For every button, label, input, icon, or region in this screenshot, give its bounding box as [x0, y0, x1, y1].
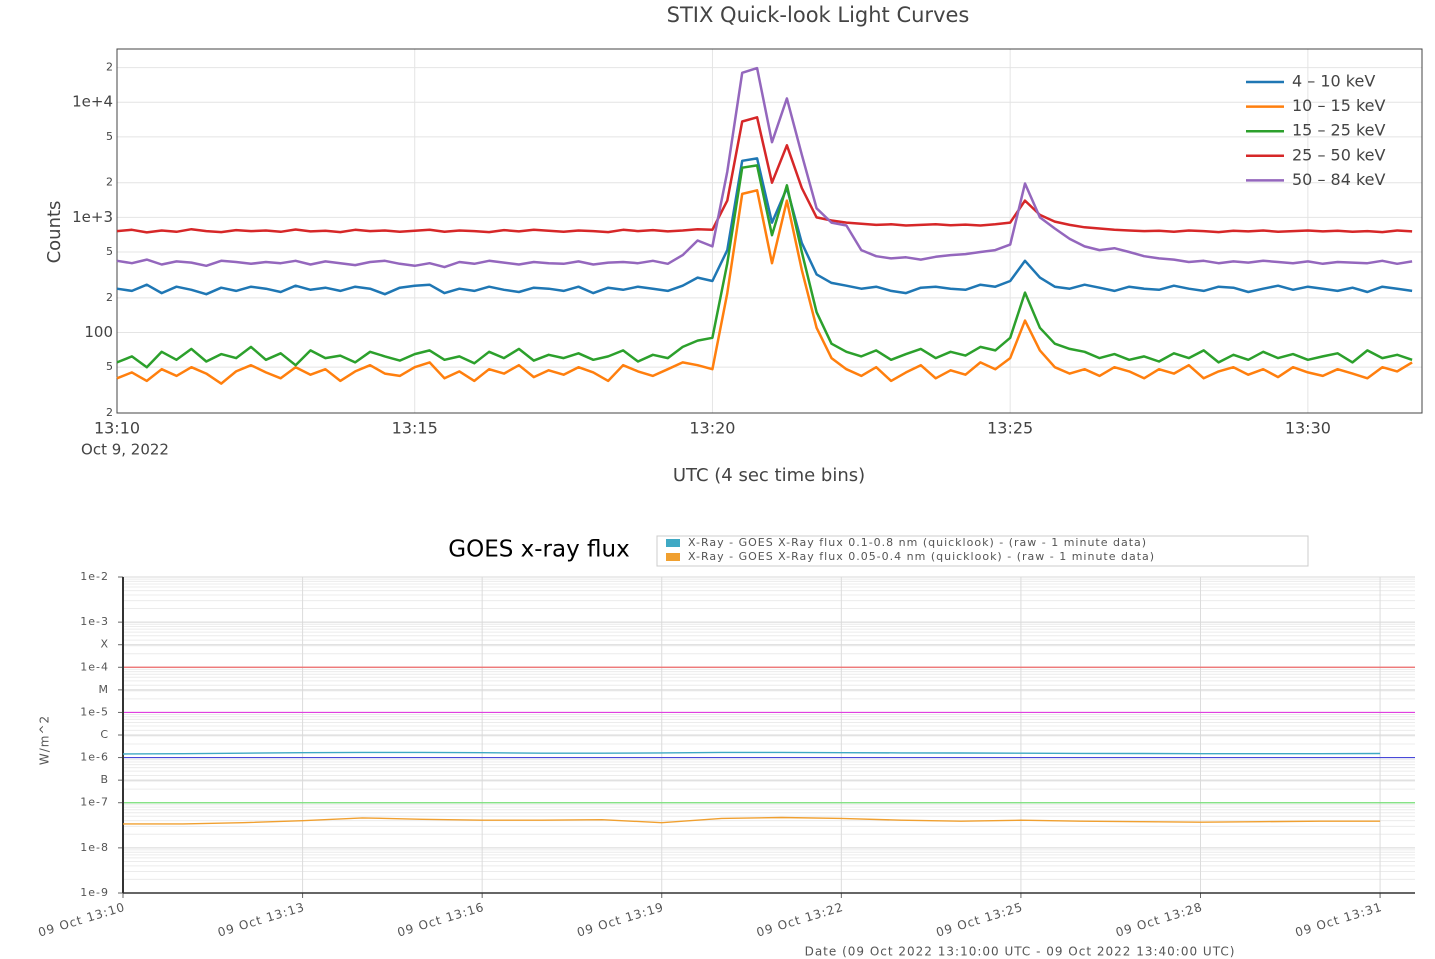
- y-tick-label: 2: [106, 291, 113, 304]
- series-line: [123, 816, 1381, 825]
- y-tick-label: 1e-8: [80, 841, 109, 854]
- x-tick-label: 09 Oct 13:19: [575, 900, 665, 940]
- legend-label: X-Ray - GOES X-Ray flux 0.05-0.4 nm (qui…: [688, 550, 1155, 563]
- legend-label: X-Ray - GOES X-Ray flux 0.1-0.8 nm (quic…: [688, 536, 1147, 549]
- y-tick-label: 2: [106, 176, 113, 189]
- y-tick-label: 1e-7: [80, 796, 109, 809]
- x-tick-label: 13:20: [689, 419, 735, 438]
- series-line: [116, 66, 1413, 269]
- x-axis-label: Date (09 Oct 2022 13:10:00 UTC - 09 Oct …: [805, 945, 1236, 959]
- chart-title: STIX Quick-look Light Curves: [667, 3, 970, 27]
- series-line: [116, 164, 1413, 369]
- x-tick-label: 09 Oct 13:25: [934, 900, 1024, 940]
- y-tick-label: 2: [106, 61, 113, 74]
- y-tick-label: 1e-9: [80, 886, 109, 899]
- chart: STIX Quick-look Light Curves Counts UTC (4…: [44, 3, 1423, 486]
- y-tick-label: 1e-4: [80, 660, 109, 673]
- y-tick-label: 1e-6: [80, 751, 109, 764]
- y-tick-label: 1e+3: [72, 208, 113, 226]
- y-tick-label: X: [100, 638, 109, 651]
- x-sublabel: Oct 9, 2022: [81, 441, 169, 459]
- legend-label: 50 – 84 keV: [1292, 170, 1386, 189]
- x-tick-label: 13:15: [392, 419, 438, 438]
- y-tick-label: C: [100, 728, 109, 741]
- x-tick-label: 09 Oct 13:31: [1294, 900, 1384, 940]
- series-line: [116, 189, 1413, 385]
- chart: GOES x-ray flux W/m^2 Date (09 Oct 2022 13…: [37, 535, 1415, 959]
- legend-label: 10 – 15 keV: [1292, 96, 1386, 115]
- y-tick-label: B: [100, 773, 109, 786]
- legend-label: 4 – 10 keV: [1292, 72, 1375, 91]
- y-tick-label: 1e-3: [80, 615, 109, 628]
- y-tick-label: M: [99, 683, 110, 696]
- x-tick-label: 09 Oct 13:16: [396, 900, 486, 940]
- legend-label: 25 – 50 keV: [1292, 145, 1386, 164]
- y-tick-label: 5: [106, 245, 113, 258]
- chart-title: GOES x-ray flux: [448, 537, 629, 563]
- y-tick-label: 100: [84, 323, 113, 341]
- x-tick-label: 13:25: [987, 419, 1033, 438]
- series-line: [116, 116, 1413, 234]
- legend-swatch: [666, 539, 680, 547]
- y-tick-label: 1e-2: [80, 570, 109, 583]
- y-tick-label: 1e+4: [72, 93, 113, 111]
- legend-box: [656, 535, 1309, 567]
- series-line: [122, 751, 1381, 755]
- x-tick-label: 13:30: [1285, 419, 1331, 438]
- x-tick-label: 09 Oct 13:10: [37, 900, 127, 940]
- y-tick-label: 5: [106, 360, 113, 373]
- x-tick-label: 09 Oct 13:13: [216, 900, 306, 940]
- y-tick-label: 5: [106, 130, 113, 143]
- y-axis-label: W/m^2: [38, 715, 52, 765]
- y-tick-label: 1e-5: [80, 705, 109, 718]
- x-tick-label: 09 Oct 13:22: [755, 900, 845, 940]
- y-axis-label: Counts: [44, 201, 65, 264]
- series-line: [116, 157, 1413, 296]
- x-tick-label: 13:10: [94, 419, 140, 438]
- x-tick-label: 09 Oct 13:28: [1114, 900, 1204, 940]
- y-tick-label: 2: [106, 406, 113, 419]
- legend-label: 15 – 25 keV: [1292, 121, 1386, 140]
- legend-swatch: [666, 553, 680, 561]
- x-axis-label: UTC (4 sec time bins): [673, 465, 865, 486]
